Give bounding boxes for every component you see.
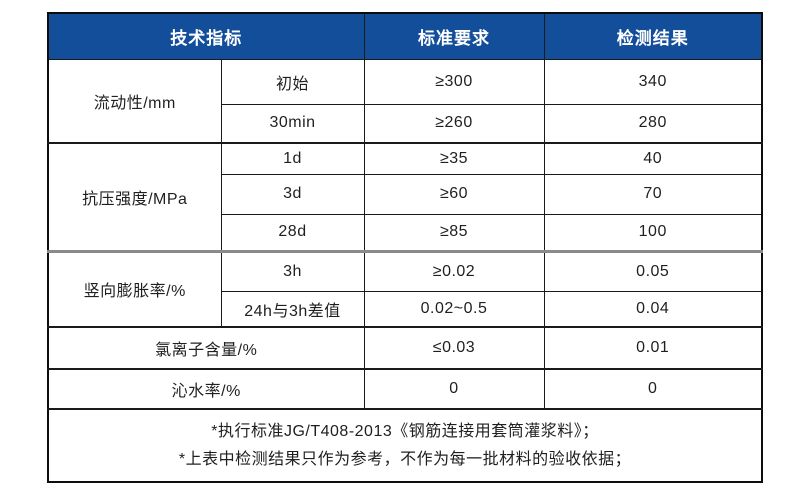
standard-value-cell: ≥260	[363, 103, 545, 144]
group-cell-vertical-expansion: 竖向膨胀率/%	[47, 249, 222, 328]
result-value-cell: 40	[543, 142, 763, 175]
subcell-3d: 3d	[220, 173, 365, 215]
row-strength-3d: 3d ≥60 70	[48, 173, 763, 215]
row-strength-28d: 28d ≥85 100	[48, 213, 763, 252]
result-value-cell: 70	[543, 173, 763, 215]
standard-value-cell: 0	[363, 368, 545, 410]
footnote-line-1: *执行标准JG/T408-2013《钢筋连接用套筒灌浆料》；	[211, 423, 599, 441]
result-value-cell: 340	[543, 58, 763, 105]
standard-value-cell: ≤0.03	[363, 326, 545, 370]
standard-value-cell: ≥0.02	[363, 249, 545, 292]
subcell-28d: 28d	[220, 213, 365, 252]
row-fluidity-initial: 流动性/mm 初始 ≥300 340	[47, 58, 763, 144]
footnote-line-2: *上表中检测结果只作为参考，不作为每一批材料的验收依据；	[178, 450, 632, 468]
row-strength-1d: 抗压强度/MPa 1d ≥35 40	[47, 142, 763, 252]
result-value-cell: 0.04	[543, 290, 763, 328]
row-footnotes: *执行标准JG/T408-2013《钢筋连接用套筒灌浆料》； *上表中检测结果只…	[47, 408, 763, 483]
spec-table: 技术指标 标准要求 检测结果 流动性/mm 初始 ≥300 340 30min …	[47, 12, 763, 483]
result-value-cell: 0	[543, 368, 763, 410]
result-value-cell: 280	[543, 103, 763, 144]
subcell-24h-diff: 24h与3h差值	[220, 290, 365, 328]
spec-table-container: 技术指标 标准要求 检测结果 流动性/mm 初始 ≥300 340 30min …	[47, 12, 763, 483]
group-cell-compressive-strength: 抗压强度/MPa	[47, 142, 222, 252]
standard-value-cell: 0.02~0.5	[363, 290, 545, 328]
standard-value-cell: ≥35	[363, 142, 545, 175]
result-value-cell: 0.05	[543, 249, 763, 292]
row-bleeding-rate: 沁水率/% 0 0	[47, 368, 763, 410]
subcell-30min: 30min	[220, 103, 365, 144]
row-expansion-24h-diff: 24h与3h差值 0.02~0.5 0.04	[48, 290, 763, 328]
header-cell-standard-requirement: 标准要求	[363, 12, 545, 60]
subcell-3h: 3h	[220, 249, 365, 292]
standard-value-cell: ≥300	[363, 58, 545, 105]
footnotes-cell: *执行标准JG/T408-2013《钢筋连接用套筒灌浆料》； *上表中检测结果只…	[47, 408, 763, 483]
standard-value-cell: ≥85	[363, 213, 545, 252]
result-value-cell: 100	[543, 213, 763, 252]
row-chloride-content: 氯离子含量/% ≤0.03 0.01	[47, 326, 763, 370]
label-cell-chloride-content: 氯离子含量/%	[47, 326, 365, 370]
table-header-row: 技术指标 标准要求 检测结果	[47, 12, 763, 60]
row-expansion-3h: 竖向膨胀率/% 3h ≥0.02 0.05	[47, 249, 763, 328]
row-fluidity-30min: 30min ≥260 280	[48, 103, 763, 144]
subcell-1d: 1d	[220, 142, 365, 175]
header-cell-technical-indicator: 技术指标	[47, 12, 365, 60]
header-cell-test-result: 检测结果	[543, 12, 763, 60]
label-cell-bleeding-rate: 沁水率/%	[47, 368, 365, 410]
result-value-cell: 0.01	[543, 326, 763, 370]
subcell-initial: 初始	[220, 58, 365, 105]
standard-value-cell: ≥60	[363, 173, 545, 215]
group-cell-fluidity: 流动性/mm	[47, 58, 222, 144]
